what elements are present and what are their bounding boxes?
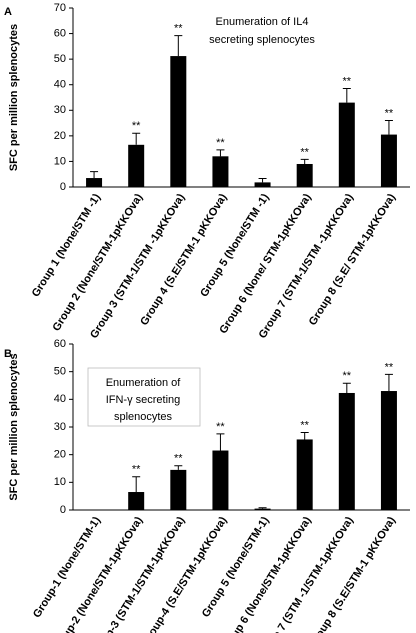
- error-bar: [216, 149, 225, 157]
- error-bar: [132, 476, 141, 493]
- significance-label: **: [300, 146, 309, 158]
- x-tick-label: Group 4 (S.E/STM-1 pKKOva): [138, 191, 229, 327]
- bar: [338, 392, 355, 510]
- error-bar: [342, 88, 351, 103]
- x-tick-label: Group 6 (None/ STM-1pKKOva): [217, 191, 313, 336]
- y-axis-label: SFC per million splenocytes: [8, 353, 20, 500]
- bar: [212, 450, 229, 510]
- y-tick-label: 20: [54, 130, 66, 142]
- error-bar: [258, 178, 267, 183]
- bar: [296, 163, 313, 187]
- bar: [170, 56, 187, 188]
- y-tick-label: 60: [54, 27, 66, 39]
- bar: [128, 492, 145, 510]
- significance-label: **: [385, 107, 394, 119]
- x-tick-label: Group 1 (None/STM -1): [30, 191, 104, 299]
- error-bar: [258, 507, 267, 509]
- bar: [380, 391, 397, 510]
- significance-label: **: [343, 370, 352, 382]
- significance-label: **: [216, 137, 225, 149]
- error-bar: [300, 432, 309, 440]
- bar: [296, 439, 313, 510]
- annotation: IFN-γ secreting: [106, 394, 181, 406]
- y-tick-label: 30: [54, 421, 66, 433]
- error-bar: [132, 132, 141, 145]
- annotation: splenocytes: [114, 411, 173, 423]
- y-tick-label: 70: [54, 2, 66, 14]
- y-axis-label: SFC per million splenocytes: [8, 24, 20, 171]
- bar: [212, 156, 229, 187]
- significance-label: **: [174, 453, 183, 465]
- bar: [380, 134, 397, 187]
- y-tick-label: 10: [54, 155, 66, 167]
- significance-label: **: [174, 23, 183, 35]
- error-bar: [300, 158, 309, 164]
- error-bar: [90, 171, 99, 179]
- annotation: Enumeration of IL4: [216, 16, 309, 28]
- error-bar: [216, 433, 225, 451]
- y-tick-label: 20: [54, 449, 66, 461]
- error-bar: [174, 35, 183, 57]
- x-tick-label: Group 2 (None/STM-1pKKOva): [50, 191, 145, 333]
- bar: [86, 178, 103, 187]
- error-bar: [342, 382, 351, 393]
- x-tick-label: Group 8 (S.E/ STM-1pKKOva): [307, 191, 398, 327]
- significance-label: **: [343, 75, 352, 87]
- error-bar: [384, 373, 393, 392]
- annotation-box: [87, 367, 201, 427]
- significance-label: **: [216, 421, 225, 433]
- significance-label: **: [385, 361, 394, 373]
- panel-label: A: [4, 6, 12, 18]
- y-tick-label: 40: [54, 393, 66, 405]
- error-bar: [384, 120, 393, 135]
- bar: [254, 182, 271, 187]
- y-tick-label: 40: [54, 79, 66, 91]
- y-tick-label: 50: [54, 366, 66, 378]
- annotation: secreting splenocytes: [209, 34, 315, 46]
- y-tick-label: 50: [54, 53, 66, 65]
- significance-label: **: [132, 120, 141, 132]
- significance-label: **: [132, 464, 141, 476]
- y-tick-label: 30: [54, 104, 66, 116]
- bar: [254, 508, 271, 510]
- y-tick-label: 0: [60, 181, 66, 193]
- bar: [170, 469, 187, 510]
- significance-label: **: [300, 419, 309, 431]
- bar: [338, 102, 355, 187]
- bar: [128, 144, 145, 187]
- y-tick-label: 10: [54, 476, 66, 488]
- error-bar: [174, 465, 183, 470]
- y-tick-label: 60: [54, 338, 66, 350]
- y-tick-label: 0: [60, 504, 66, 516]
- panel-label: B: [4, 348, 12, 360]
- annotation: Enumeration of: [106, 377, 182, 389]
